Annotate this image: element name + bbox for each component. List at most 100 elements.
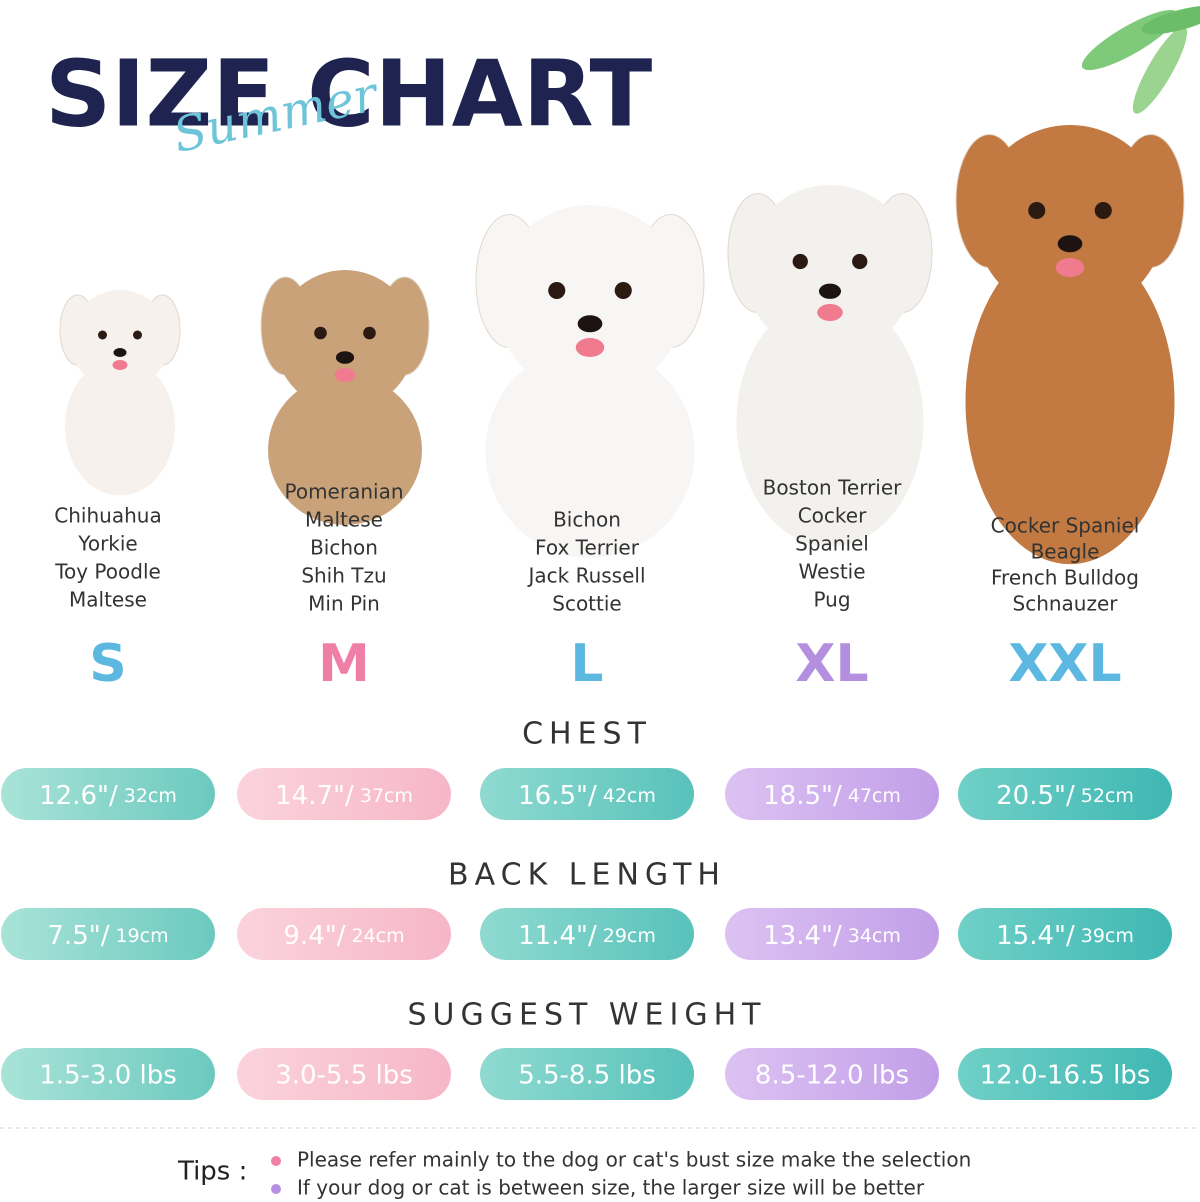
value-inches: 18.5"/ xyxy=(763,781,842,811)
value-pill xyxy=(1,908,215,960)
dog-body xyxy=(65,357,175,496)
value-text: 12.6"/ 32cm xyxy=(39,781,177,811)
breed-name: Spaniel xyxy=(795,532,869,556)
value-text: 1.5-3.0 lbs xyxy=(39,1061,177,1091)
value-cm: 32cm xyxy=(124,785,177,807)
value-pill xyxy=(237,768,451,820)
value-text: 9.4"/ 24cm xyxy=(283,921,404,951)
dog-eye xyxy=(548,281,566,300)
size-label: XXL xyxy=(1008,634,1121,694)
dog-eye xyxy=(133,330,142,340)
dog-illustration xyxy=(260,270,430,525)
breed-name: Maltese xyxy=(305,508,383,532)
value-pill xyxy=(1,1048,215,1100)
dog-nose xyxy=(1057,235,1083,253)
value-inches: 16.5"/ xyxy=(518,781,597,811)
tip-bullet xyxy=(271,1184,281,1194)
dog-head xyxy=(975,125,1165,315)
value-inches: 15.4"/ xyxy=(996,921,1075,951)
value-text: 13.4"/ 34cm xyxy=(763,921,901,951)
dog-nose xyxy=(577,315,603,333)
breed-name: Westie xyxy=(798,560,865,584)
value-cm: 52cm xyxy=(1081,785,1134,807)
value-inches: 20.5"/ xyxy=(996,781,1075,811)
breed-name: Jack Russell xyxy=(526,564,645,588)
dog-body xyxy=(965,239,1175,565)
value-inches: 9.4"/ xyxy=(283,921,345,951)
dog-illustration xyxy=(955,125,1185,565)
value-cm: 24cm xyxy=(351,925,404,947)
size-label: S xyxy=(89,634,126,694)
breed-name: Fox Terrier xyxy=(535,536,640,560)
value-pill xyxy=(480,908,694,960)
value-text: 7.5"/ 19cm xyxy=(47,921,168,951)
value-pill xyxy=(480,768,694,820)
section-title: SUGGEST WEIGHT xyxy=(408,998,767,1033)
dog-tongue xyxy=(817,304,843,321)
title: SIZE CHART xyxy=(45,40,652,147)
value-pill xyxy=(958,908,1172,960)
value-pill xyxy=(725,1048,939,1100)
breed-name: Chihuahua xyxy=(54,504,161,528)
value-text: 8.5-12.0 lbs xyxy=(755,1061,909,1091)
value-cm: 19cm xyxy=(115,925,168,947)
value-inches: 12.6"/ xyxy=(39,781,118,811)
breed-name: Toy Poodle xyxy=(54,560,161,584)
value-cm: 42cm xyxy=(603,785,656,807)
dog-eye xyxy=(852,253,868,270)
tip-text: If your dog or cat is between size, the … xyxy=(297,1176,925,1200)
value-cm: 39cm xyxy=(1081,925,1134,947)
value-pill xyxy=(237,1048,451,1100)
dog-eye xyxy=(614,281,632,300)
dog-illustration xyxy=(475,205,705,558)
tip-bullet xyxy=(271,1156,281,1166)
value-text: 5.5-8.5 lbs xyxy=(518,1061,656,1091)
breed-name: Pomeranian xyxy=(284,480,403,504)
value-cm: 37cm xyxy=(360,785,413,807)
value-text: 18.5"/ 47cm xyxy=(763,781,901,811)
value-pill xyxy=(480,1048,694,1100)
value-inches: 11.4"/ xyxy=(518,921,597,951)
breed-name: Bichon xyxy=(310,536,378,560)
section-title: BACK LENGTH xyxy=(448,858,726,893)
value-text: 14.7"/ 37cm xyxy=(275,781,413,811)
dog-eye xyxy=(1028,201,1046,220)
value-text: 20.5"/ 52cm xyxy=(996,781,1134,811)
value-inches: 14.7"/ xyxy=(275,781,354,811)
dog-head xyxy=(275,270,415,410)
dog-illustration xyxy=(727,185,933,547)
dog-illustration xyxy=(59,290,181,496)
dog-nose xyxy=(335,351,355,364)
value-pill xyxy=(725,908,939,960)
value-cm: 29cm xyxy=(603,925,656,947)
size-label: M xyxy=(318,634,370,694)
dog-tongue xyxy=(334,368,356,382)
dog-tongue xyxy=(112,360,128,370)
breed-name: Shih Tzu xyxy=(301,564,386,588)
breed-name: Min Pin xyxy=(308,592,380,616)
value-text: 11.4"/ 29cm xyxy=(518,921,656,951)
dog-head xyxy=(745,185,915,355)
dog-head xyxy=(70,290,170,390)
dog-eye xyxy=(792,253,808,270)
value-text: 16.5"/ 42cm xyxy=(518,781,656,811)
dog-tongue xyxy=(575,338,605,357)
dog-eye xyxy=(98,330,107,340)
breed-name: Maltese xyxy=(69,588,147,612)
breed-name: French Bulldog xyxy=(991,566,1139,590)
dog-eye xyxy=(1094,201,1112,220)
value-cm: 34cm xyxy=(848,925,901,947)
breed-name: Scottie xyxy=(552,592,621,616)
breed-name: Boston Terrier xyxy=(763,476,903,500)
tips-label: Tips : xyxy=(177,1157,247,1187)
breed-name: Yorkie xyxy=(77,532,137,556)
breed-name: Cocker Spaniel xyxy=(991,514,1140,538)
breed-name: Bichon xyxy=(553,508,621,532)
dog-nose xyxy=(818,283,842,299)
breed-name: Beagle xyxy=(1031,540,1100,564)
tip-text: Please refer mainly to the dog or cat's … xyxy=(297,1148,971,1172)
value-pill xyxy=(725,768,939,820)
dog-body xyxy=(268,375,422,525)
value-pill xyxy=(237,908,451,960)
dog-nose xyxy=(113,348,127,357)
